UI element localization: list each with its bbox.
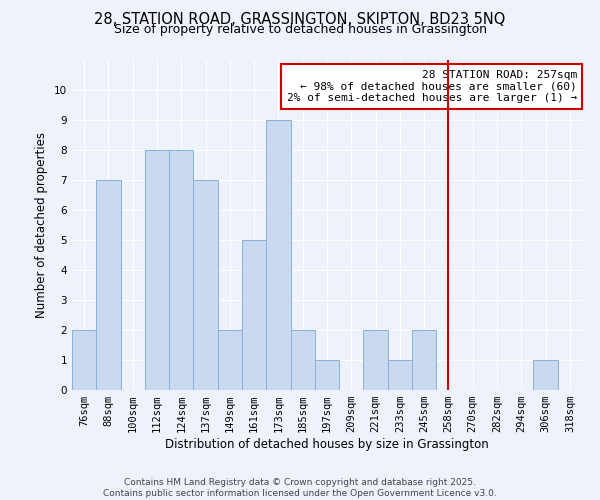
Text: 28, STATION ROAD, GRASSINGTON, SKIPTON, BD23 5NQ: 28, STATION ROAD, GRASSINGTON, SKIPTON, … xyxy=(94,12,506,28)
Text: 28 STATION ROAD: 257sqm
← 98% of detached houses are smaller (60)
2% of semi-det: 28 STATION ROAD: 257sqm ← 98% of detache… xyxy=(287,70,577,103)
Bar xyxy=(266,120,290,390)
Bar xyxy=(533,360,558,390)
Bar xyxy=(315,360,339,390)
Bar xyxy=(218,330,242,390)
Bar xyxy=(169,150,193,390)
Text: Contains HM Land Registry data © Crown copyright and database right 2025.
Contai: Contains HM Land Registry data © Crown c… xyxy=(103,478,497,498)
Bar xyxy=(193,180,218,390)
Bar xyxy=(145,150,169,390)
Bar xyxy=(96,180,121,390)
Bar xyxy=(364,330,388,390)
Bar xyxy=(412,330,436,390)
Bar xyxy=(242,240,266,390)
Y-axis label: Number of detached properties: Number of detached properties xyxy=(35,132,49,318)
Text: Size of property relative to detached houses in Grassington: Size of property relative to detached ho… xyxy=(113,22,487,36)
X-axis label: Distribution of detached houses by size in Grassington: Distribution of detached houses by size … xyxy=(165,438,489,451)
Bar xyxy=(290,330,315,390)
Bar xyxy=(72,330,96,390)
Bar xyxy=(388,360,412,390)
